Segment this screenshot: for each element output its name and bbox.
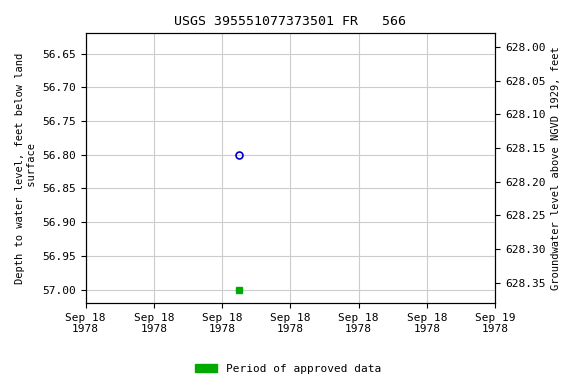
Y-axis label: Groundwater level above NGVD 1929, feet: Groundwater level above NGVD 1929, feet bbox=[551, 46, 561, 290]
Title: USGS 395551077373501 FR   566: USGS 395551077373501 FR 566 bbox=[175, 15, 407, 28]
Y-axis label: Depth to water level, feet below land
 surface: Depth to water level, feet below land su… bbox=[15, 53, 37, 284]
Legend: Period of approved data: Period of approved data bbox=[191, 359, 385, 379]
